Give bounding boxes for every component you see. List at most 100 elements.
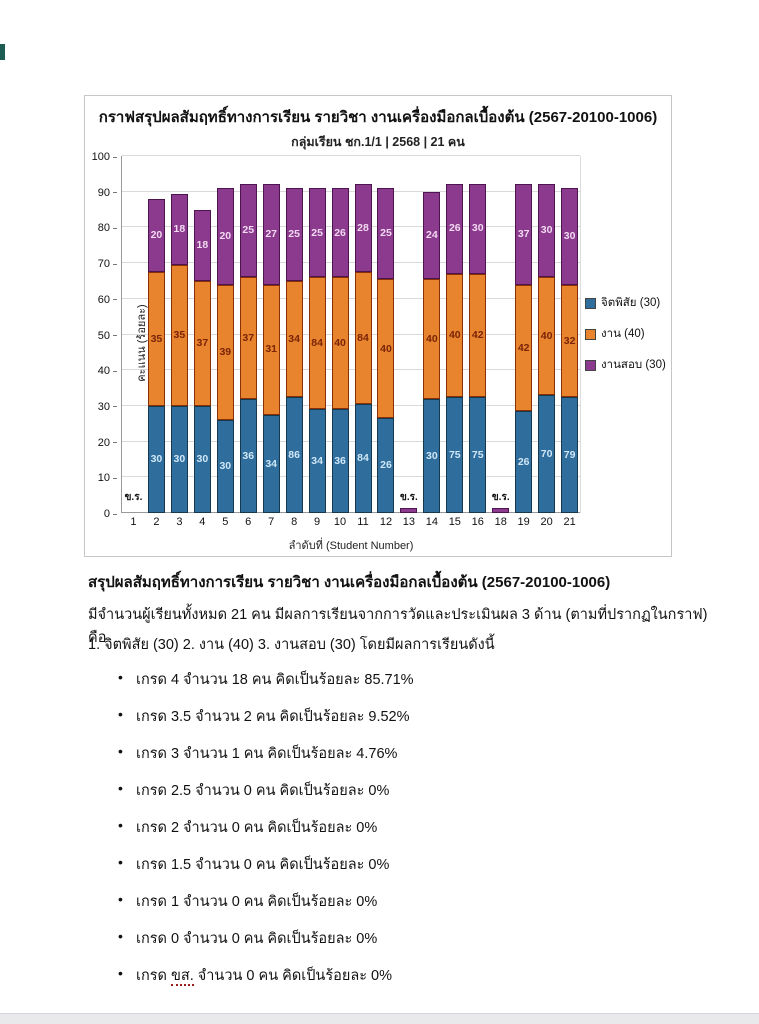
- bar-segment-p: 25: [377, 188, 395, 280]
- achievement-chart: กราฟสรุปผลสัมฤทธิ์ทางการเรียน รายวิชา งา…: [84, 95, 672, 557]
- grade-bullet-item: • เกรด 2.5 จำนวน 0 คน คิดเป็นร้อยละ 0%: [118, 779, 678, 816]
- absent-note: ข.ร.: [124, 492, 143, 503]
- segment-value-label: 35: [173, 329, 186, 342]
- segment-value-label: 40: [448, 329, 461, 342]
- bar-segment-o: 39: [216, 284, 234, 421]
- segment-value-label: 25: [242, 224, 255, 237]
- plot-area: [121, 155, 581, 513]
- bar-segment-b: 30: [147, 405, 165, 513]
- segment-value-label: 30: [426, 449, 438, 462]
- bar-segment-b: 34: [308, 409, 326, 513]
- grade-bullet-list: • เกรด 4 จำนวน 18 คน คิดเป็นร้อยละ 85.71%…: [118, 668, 678, 1001]
- x-axis-ticks: 1 2 3 4 5 6 7 8 9 10 11 12 13 14 15 16 18 19 20 21: [122, 516, 581, 528]
- segment-value-label: 30: [196, 453, 209, 466]
- bar-segment-b: 26: [377, 418, 395, 513]
- segment-value-label: 30: [219, 460, 232, 473]
- bullet-text: เกรด ขส. จำนวน 0 คน คิดเป็นร้อยละ 0%: [136, 968, 393, 986]
- segment-value-label: 37: [242, 331, 255, 344]
- legend-item: จิตพิสัย (30): [585, 294, 671, 312]
- segment-value-label: 42: [471, 329, 484, 342]
- legend-label: จิตพิสัย (30): [601, 297, 661, 309]
- y-tick-label: 40: [98, 365, 117, 377]
- bullet-icon: •: [118, 669, 123, 685]
- y-tick-label: 30: [98, 401, 117, 413]
- y-tick-label: 90: [98, 187, 117, 199]
- summary-paragraph-line2: 1. จิตพิสัย (30) 2. งาน (40) 3. งานสอบ (…: [88, 637, 495, 653]
- x-tick-label: 19: [517, 516, 530, 528]
- segment-value-label: 26: [448, 222, 461, 235]
- bar-segment-b: 26: [515, 411, 533, 513]
- bar-segment-p: 26: [446, 183, 464, 274]
- bar-segment-p: 18: [193, 209, 211, 281]
- bar-segment-p: 27: [262, 183, 280, 285]
- bar-segment-o: 84: [308, 277, 326, 410]
- bar-segment-b: 36: [331, 409, 349, 513]
- chart-title: กราฟสรุปผลสัมฤทธิ์ทางการเรียน รายวิชา งา…: [98, 109, 658, 126]
- segment-value-label: 75: [471, 448, 484, 461]
- y-axis-ticks: 0 10 20 30 40 50 60 70 80 90 100: [85, 151, 119, 520]
- y-tick-label: 10: [98, 472, 117, 484]
- bar-segment-b: 34: [262, 414, 280, 513]
- y-tick-label: 100: [92, 151, 117, 163]
- segment-value-label: 30: [173, 453, 186, 466]
- x-tick-label: 9: [314, 516, 321, 528]
- segment-value-label: 18: [196, 239, 209, 252]
- y-tick-label: 80: [98, 222, 117, 234]
- bar-segment-p: 25: [285, 188, 303, 281]
- bar-segment-o: 32: [561, 284, 579, 397]
- bar-segment-o: 34: [285, 280, 303, 397]
- legend-item: งาน (40): [585, 325, 671, 343]
- segment-value-label: 31: [265, 343, 278, 356]
- bar-segment-o: 37: [193, 280, 211, 406]
- bullet-text: เกรด 0 จำนวน 0 คน คิดเป็นร้อยละ 0%: [136, 931, 378, 947]
- bar-student-4: 18 37 30: [191, 156, 214, 513]
- bar-segment-b: 86: [285, 396, 303, 513]
- bar-segment-o: 35: [147, 272, 165, 406]
- bar-segment-b: 84: [354, 404, 372, 513]
- grade-bullet-item: • เกรด 0 จำนวน 0 คน คิดเป็นร้อยละ 0%: [118, 927, 678, 964]
- summary-heading: สรุปผลสัมฤทธิ์ทางการเรียน รายวิชา งานเคร…: [88, 574, 611, 591]
- bar-student-11: 28 84 84: [352, 156, 375, 513]
- x-tick-label: 13: [402, 516, 416, 528]
- bullet-icon: •: [118, 780, 123, 796]
- bar-segment-p: 37: [515, 183, 533, 285]
- x-tick-label: 4: [199, 516, 206, 528]
- bullet-text: เกรด 1.5 จำนวน 0 คน คิดเป็นร้อยละ 0%: [136, 857, 390, 873]
- bar-segment-p: 20: [216, 188, 234, 285]
- bar-segment-o: 40: [446, 273, 464, 397]
- segment-value-label: 20: [150, 229, 163, 242]
- absent-note: ข.ร.: [400, 492, 418, 503]
- segment-value-label: 70: [540, 447, 553, 460]
- bar-student-2: 20 35 30: [145, 156, 168, 513]
- segment-value-label: 40: [380, 342, 392, 355]
- bar-segment-b: 70: [538, 395, 556, 513]
- bar-segment-o: 40: [331, 277, 349, 410]
- page-bottom-edge: [0, 1013, 759, 1024]
- segment-value-label: 30: [471, 222, 484, 235]
- page-edge-mark: [0, 44, 5, 60]
- segment-value-label: 27: [265, 227, 278, 240]
- bar-segment-o: 42: [469, 273, 487, 397]
- x-tick-label: 6: [245, 516, 252, 528]
- bullet-icon: •: [118, 817, 123, 833]
- segment-value-label: 39: [219, 346, 232, 359]
- gridline: [122, 440, 580, 442]
- bar-student-14: 24 40 30: [420, 156, 443, 513]
- bar-segment-b: 30: [193, 405, 211, 513]
- segment-value-label: 30: [563, 230, 576, 243]
- bullet-text: เกรด 3.5 จำนวน 2 คน คิดเป็นร้อยละ 9.52%: [136, 709, 410, 725]
- bar-student-15: 26 40 75: [443, 156, 466, 513]
- segment-value-label: 79: [563, 448, 576, 461]
- bar-student-1: ข.ร.: [122, 156, 145, 513]
- segment-value-label: 86: [288, 448, 300, 461]
- x-tick-label: 10: [333, 516, 347, 528]
- bar-segment-o: 42: [515, 284, 533, 412]
- y-tick-label: 20: [98, 437, 117, 449]
- bar-segment-p: [492, 508, 510, 513]
- legend-label: งาน (40): [601, 328, 645, 340]
- x-tick-label: 3: [176, 516, 183, 528]
- bullet-text: เกรด 2 จำนวน 0 คน คิดเป็นร้อยละ 0%: [136, 820, 378, 836]
- grade-bullet-item: • เกรด 3.5 จำนวน 2 คน คิดเป็นร้อยละ 9.52%: [118, 705, 678, 742]
- bar-segment-p: 20: [147, 198, 165, 273]
- bar-segment-o: 84: [354, 272, 372, 405]
